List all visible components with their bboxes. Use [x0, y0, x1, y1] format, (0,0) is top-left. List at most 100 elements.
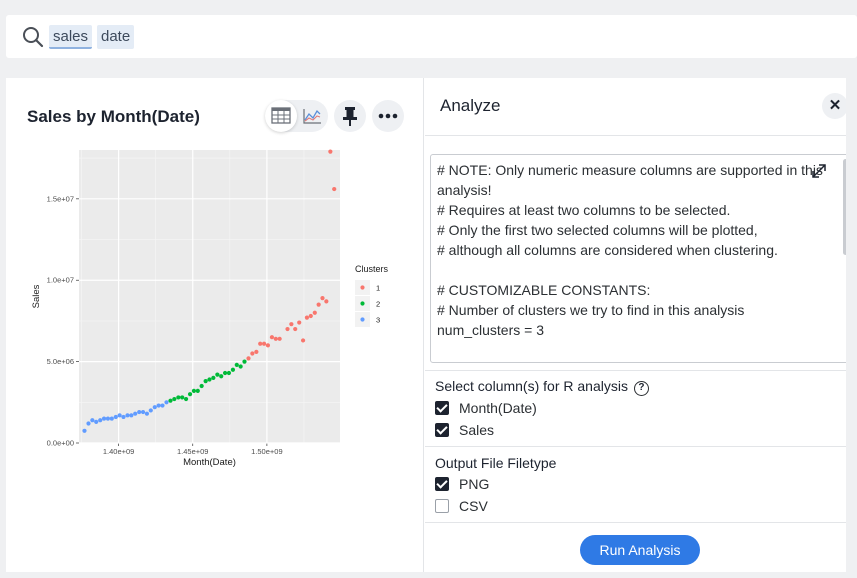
search-token-date[interactable]: date [97, 25, 135, 49]
data-point [254, 349, 259, 354]
search-bar[interactable]: sales date [6, 15, 857, 58]
data-point [195, 388, 200, 394]
data-point [269, 335, 275, 340]
data-point [219, 374, 224, 379]
checkbox-sales[interactable] [435, 423, 449, 437]
editor-scrollbar[interactable] [841, 155, 849, 362]
data-point [172, 396, 177, 402]
data-point [137, 409, 142, 415]
divider [425, 446, 857, 447]
checkbox-csv[interactable] [435, 499, 449, 513]
data-point [242, 359, 247, 364]
data-point [94, 419, 99, 424]
y-tick-label: 5.0e+06 [47, 357, 74, 366]
divider [425, 370, 857, 371]
columns-section-label: Select column(s) for R analysis? [435, 378, 649, 396]
page-edge [846, 78, 857, 572]
legend-label: 2 [376, 300, 380, 309]
checkbox-label: Month(Date) [459, 400, 537, 416]
chart-view-button[interactable] [296, 100, 328, 132]
y-tick-label: 0.0e+00 [47, 439, 74, 448]
data-point [265, 343, 271, 348]
data-point [86, 421, 91, 426]
code-line: # Number of clusters we try to find in t… [437, 302, 745, 318]
data-point [105, 416, 111, 421]
data-point [191, 388, 197, 394]
checkbox-month-date[interactable] [435, 401, 449, 415]
line-chart-icon [303, 109, 321, 124]
data-point [308, 313, 313, 319]
pin-icon [343, 107, 357, 126]
data-point [261, 341, 267, 346]
data-point [187, 392, 193, 397]
data-point [297, 320, 302, 325]
y-tick-label: 1.5e+07 [47, 194, 74, 203]
code-line: # CUSTOMIZABLE CONSTANTS: [437, 282, 651, 298]
run-analysis-button[interactable]: Run Analysis [580, 535, 700, 565]
y-tick-label: 1.0e+07 [47, 276, 74, 285]
code-line [431, 260, 849, 280]
data-point [199, 383, 204, 389]
data-point [300, 338, 306, 343]
data-point [164, 400, 169, 405]
data-point [176, 395, 181, 400]
more-options-button[interactable] [372, 100, 404, 132]
code-line: analysis! [437, 182, 492, 198]
expand-icon[interactable] [811, 163, 827, 179]
editor-scroll-thumb[interactable] [843, 159, 848, 255]
answer-card: Sales by Month(Date) [6, 78, 857, 572]
view-toggle[interactable] [265, 100, 328, 132]
data-point [222, 370, 228, 376]
data-point [144, 411, 150, 416]
data-point [183, 396, 189, 402]
data-point [316, 302, 321, 307]
checkbox-png[interactable] [435, 477, 449, 491]
data-point [152, 405, 157, 410]
code-line: num_clusters = 3 [437, 322, 544, 338]
more-dots-icon [378, 113, 398, 119]
analyze-title: Analyze [440, 96, 501, 115]
data-point [109, 416, 114, 421]
legend-marker [360, 317, 365, 322]
pin-button[interactable] [334, 100, 366, 132]
table-icon [271, 107, 291, 124]
data-point [82, 428, 87, 433]
data-point [226, 370, 232, 376]
filetype-label: Output File Filetype [435, 455, 557, 471]
data-point [320, 296, 325, 301]
data-point [215, 372, 220, 377]
data-point [125, 413, 130, 418]
data-point [148, 408, 153, 413]
data-point [230, 367, 236, 372]
legend-label: 1 [376, 284, 380, 293]
data-point [180, 395, 185, 400]
close-icon: ✕ [828, 97, 842, 114]
code-line: # although all columns are considered wh… [437, 242, 778, 258]
legend-title: Clusters [355, 264, 389, 274]
r-script-editor[interactable]: # NOTE: Only numeric measure columns are… [430, 154, 850, 363]
x-axis-label: Month(Date) [183, 457, 236, 468]
search-token-sales[interactable]: sales [49, 25, 93, 49]
data-point [90, 418, 95, 423]
y-axis-label: Sales [31, 284, 42, 308]
data-point [211, 375, 216, 380]
data-point [160, 403, 165, 408]
table-view-button[interactable] [265, 100, 297, 132]
data-point [121, 414, 126, 420]
chart-panel: Sales by Month(Date) [6, 78, 424, 572]
data-point [140, 409, 146, 415]
data-point [277, 336, 282, 341]
legend-marker [360, 285, 365, 290]
data-point [258, 341, 263, 346]
data-point [234, 362, 239, 367]
data-point [98, 418, 103, 423]
checkbox-label: Sales [459, 422, 495, 438]
divider [425, 135, 857, 136]
checkbox-label: PNG [459, 476, 490, 492]
data-point [168, 398, 173, 403]
help-icon[interactable]: ? [633, 381, 649, 396]
data-point [246, 356, 251, 361]
search-icon [23, 27, 44, 48]
data-point [250, 351, 255, 356]
close-button[interactable]: ✕ [822, 93, 848, 119]
